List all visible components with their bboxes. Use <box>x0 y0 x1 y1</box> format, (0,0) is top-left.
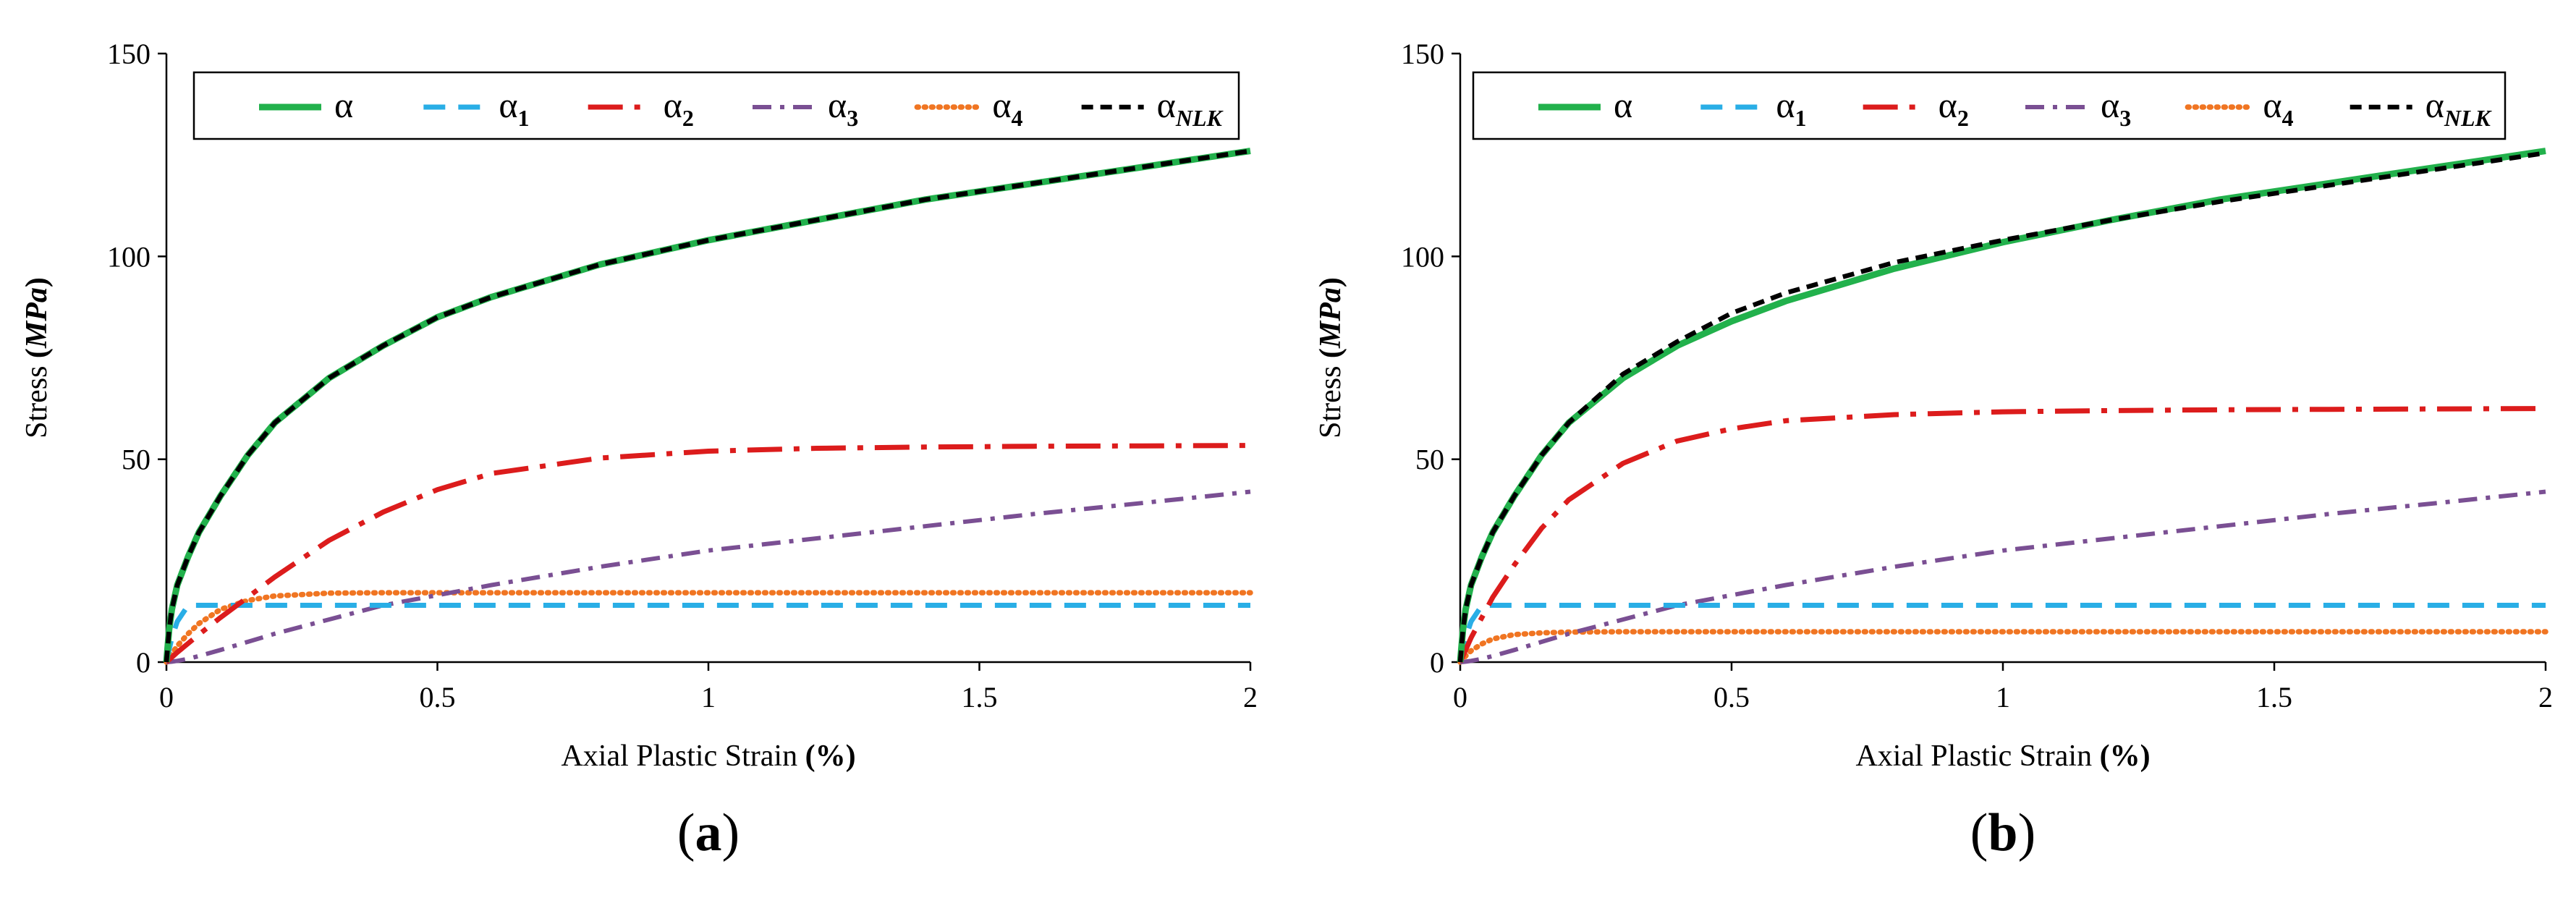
chart-panel-b: 0 50 100 150 0 0.5 1 1.5 2 Axial Plastic Strain (… <box>1314 38 2553 863</box>
x-axis-label: Axial Plastic Strain (%) <box>1855 740 2150 773</box>
legend-box <box>192 71 1240 140</box>
x-tick-label: 1 <box>701 681 716 713</box>
y-axis-label: Stress (MPa) <box>1314 277 1347 439</box>
y-tick-label: 50 <box>1415 444 1444 476</box>
series-line-alpha-1 <box>164 603 1250 663</box>
series-line-alpha-NLK <box>164 148 1251 663</box>
x-tick-label: 2 <box>1243 681 1258 713</box>
y-tick-label: 0 <box>136 646 151 679</box>
y-axis-label: Stress (MPa) <box>20 277 54 439</box>
legend: α α1 α2 α3 α4 αNLK <box>192 71 1240 140</box>
y-tick-label: 100 <box>107 240 151 273</box>
legend-label-alpha-NLK: αNLK <box>2425 85 2493 131</box>
series-line-alpha <box>163 148 1251 663</box>
chart-panel-a: 0 50 100 150 0 0.5 1 1.5 2 Axial Plastic Strain (… <box>20 38 1258 863</box>
y-tick-label: 150 <box>1401 38 1444 70</box>
legend-label-alpha-3: α3 <box>2101 85 2131 131</box>
series-line-alpha-1 <box>1457 603 2546 663</box>
series-line-alpha-4 <box>1457 629 2549 665</box>
y-tick-label: 0 <box>1430 646 1444 679</box>
y-tick-label: 150 <box>107 38 151 70</box>
series-line-alpha-3 <box>1459 489 2546 664</box>
x-axis-label: Axial Plastic Strain (%) <box>561 740 855 773</box>
x-tick-label: 1 <box>1996 681 2010 713</box>
x-tick-label: 0.5 <box>1713 681 1750 713</box>
legend-label-alpha-1: α1 <box>1776 85 1806 131</box>
y-tick-label: 50 <box>122 444 151 476</box>
series-line-alpha <box>1457 148 2546 663</box>
series-line-alpha-2 <box>1457 406 2546 664</box>
panel-label: (b) <box>1970 803 2035 863</box>
legend-box <box>1472 71 2507 140</box>
legend-label-alpha: α <box>1614 85 1632 125</box>
x-tick-label: 1.5 <box>2256 681 2292 713</box>
series-line-alpha-NLK <box>1457 151 2546 663</box>
panel-label: (a) <box>677 803 740 863</box>
x-tick-label: 2 <box>2538 681 2553 713</box>
series-line-alpha-4 <box>164 590 1253 665</box>
x-tick-label: 1.5 <box>962 681 998 713</box>
legend-label-alpha: α <box>334 85 353 125</box>
legend-label-alpha-4: α4 <box>992 85 1022 131</box>
legend: α α1 α2 α3 α4 αNLK <box>1472 71 2507 140</box>
y-tick-label: 100 <box>1401 240 1444 273</box>
legend-label-alpha-2: α2 <box>1939 85 1969 131</box>
series-line-alpha-2 <box>164 443 1251 664</box>
legend-label-alpha-3: α3 <box>828 85 858 131</box>
x-tick-label: 0.5 <box>420 681 456 713</box>
legend-label-alpha-NLK: αNLK <box>1157 85 1224 131</box>
x-tick-label: 0 <box>1453 681 1467 713</box>
x-tick-label: 0 <box>159 681 174 713</box>
series-line-alpha-3 <box>166 489 1251 664</box>
legend-label-alpha-1: α1 <box>499 85 529 131</box>
legend-label-alpha-2: α2 <box>664 85 694 131</box>
legend-label-alpha-4: α4 <box>2263 85 2293 131</box>
